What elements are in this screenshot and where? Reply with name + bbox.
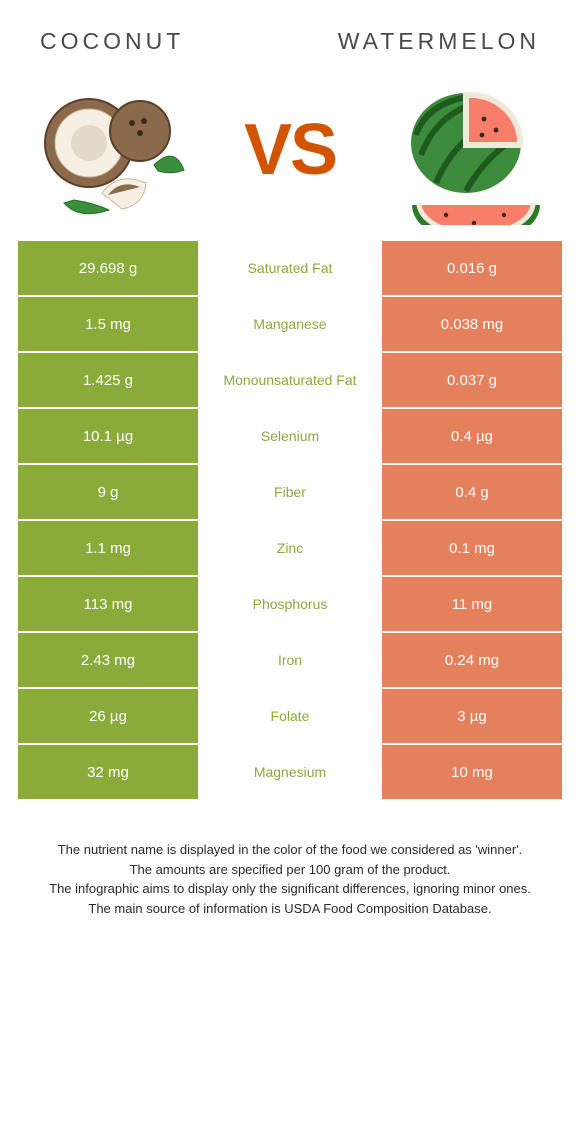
table-row: 26 µgFolate3 µg <box>18 689 562 743</box>
left-value-cell: 32 mg <box>18 745 198 799</box>
footer-notes: The nutrient name is displayed in the co… <box>0 801 580 917</box>
images-row: VS <box>0 67 580 241</box>
footer-line: The nutrient name is displayed in the co… <box>28 841 552 859</box>
nutrient-label: Folate <box>198 689 382 743</box>
right-value-cell: 0.4 µg <box>382 409 562 463</box>
right-value-cell: 0.1 mg <box>382 521 562 575</box>
footer-line: The infographic aims to display only the… <box>28 880 552 898</box>
left-value-cell: 2.43 mg <box>18 633 198 687</box>
table-row: 113 mgPhosphorus11 mg <box>18 577 562 631</box>
footer-line: The amounts are specified per 100 gram o… <box>28 861 552 879</box>
left-value-cell: 26 µg <box>18 689 198 743</box>
table-row: 29.698 gSaturated Fat0.016 g <box>18 241 562 295</box>
nutrient-label: Saturated Fat <box>198 241 382 295</box>
nutrient-label: Iron <box>198 633 382 687</box>
right-value-cell: 11 mg <box>382 577 562 631</box>
left-value-cell: 29.698 g <box>18 241 198 295</box>
left-value-cell: 113 mg <box>18 577 198 631</box>
nutrient-label: Magnesium <box>198 745 382 799</box>
left-value-cell: 10.1 µg <box>18 409 198 463</box>
left-food-title: Coconut <box>40 28 184 55</box>
coconut-image <box>24 75 194 225</box>
table-row: 1.425 gMonounsaturated Fat0.037 g <box>18 353 562 407</box>
right-value-cell: 10 mg <box>382 745 562 799</box>
footer-line: The main source of information is USDA F… <box>28 900 552 918</box>
nutrient-label: Zinc <box>198 521 382 575</box>
vs-label: VS <box>244 109 336 191</box>
nutrient-label: Monounsaturated Fat <box>198 353 382 407</box>
right-food-title: Watermelon <box>338 28 540 55</box>
watermelon-image <box>386 75 556 225</box>
right-value-cell: 0.037 g <box>382 353 562 407</box>
table-row: 10.1 µgSelenium0.4 µg <box>18 409 562 463</box>
right-value-cell: 0.4 g <box>382 465 562 519</box>
left-value-cell: 9 g <box>18 465 198 519</box>
table-row: 1.1 mgZinc0.1 mg <box>18 521 562 575</box>
left-value-cell: 1.5 mg <box>18 297 198 351</box>
left-value-cell: 1.425 g <box>18 353 198 407</box>
left-value-cell: 1.1 mg <box>18 521 198 575</box>
right-value-cell: 0.016 g <box>382 241 562 295</box>
table-row: 2.43 mgIron0.24 mg <box>18 633 562 687</box>
right-value-cell: 0.24 mg <box>382 633 562 687</box>
header-titles: Coconut Watermelon <box>0 0 580 67</box>
nutrient-label: Phosphorus <box>198 577 382 631</box>
comparison-table: 29.698 gSaturated Fat0.016 g1.5 mgMangan… <box>0 241 580 799</box>
nutrient-label: Manganese <box>198 297 382 351</box>
right-value-cell: 3 µg <box>382 689 562 743</box>
table-row: 1.5 mgManganese0.038 mg <box>18 297 562 351</box>
table-row: 32 mgMagnesium10 mg <box>18 745 562 799</box>
nutrient-label: Selenium <box>198 409 382 463</box>
right-value-cell: 0.038 mg <box>382 297 562 351</box>
nutrient-label: Fiber <box>198 465 382 519</box>
table-row: 9 gFiber0.4 g <box>18 465 562 519</box>
